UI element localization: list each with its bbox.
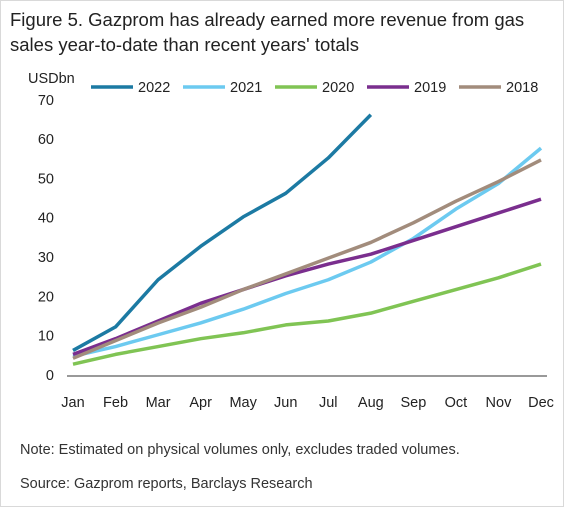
x-tick-label: Jul	[319, 395, 338, 411]
y-tick-label: 50	[38, 171, 54, 187]
legend-label: 2018	[506, 80, 538, 96]
legend-label: 2021	[230, 80, 262, 96]
y-tick-label: 40	[38, 211, 54, 227]
y-axis-label: USDbn	[28, 71, 75, 87]
y-tick-label: 70	[38, 93, 54, 109]
chart: USDbn 0 10 20 30 40 50 60 70 Jan Feb Mar Apr May Jun Ju…	[28, 71, 554, 411]
x-tick-label: Oct	[445, 395, 468, 411]
x-tick-label: Mar	[146, 395, 171, 411]
x-tick-label: May	[229, 395, 257, 411]
line-series	[72, 146, 543, 359]
chart-title: Figure 5. Gazprom has already earned mor…	[10, 9, 525, 55]
legend-label: 2019	[414, 80, 446, 96]
x-tick-label: Apr	[189, 395, 212, 411]
y-tick-label: 30	[38, 250, 54, 266]
y-tick-label: 10	[38, 329, 54, 345]
legend-label: 2020	[322, 80, 354, 96]
x-tick-label: Jun	[274, 395, 297, 411]
legend-label: 2022	[138, 80, 170, 96]
x-tick-label: Aug	[358, 395, 384, 411]
note: Note: Estimated on physical volumes only…	[20, 442, 460, 458]
x-tick-label: Nov	[486, 395, 513, 411]
y-tick-label: 20	[38, 289, 54, 305]
y-tick-label: 0	[46, 368, 54, 384]
source: Source: Gazprom reports, Barclays Resear…	[20, 476, 313, 492]
x-tick-label: Feb	[103, 395, 128, 411]
x-tick-label: Sep	[400, 395, 426, 411]
line-series	[72, 113, 373, 352]
line-series	[72, 262, 542, 366]
x-tick-label: Dec	[528, 395, 554, 411]
line-series	[72, 197, 542, 357]
line-series	[72, 158, 542, 360]
x-tick-label: Jan	[61, 395, 84, 411]
y-tick-label: 60	[38, 132, 54, 148]
